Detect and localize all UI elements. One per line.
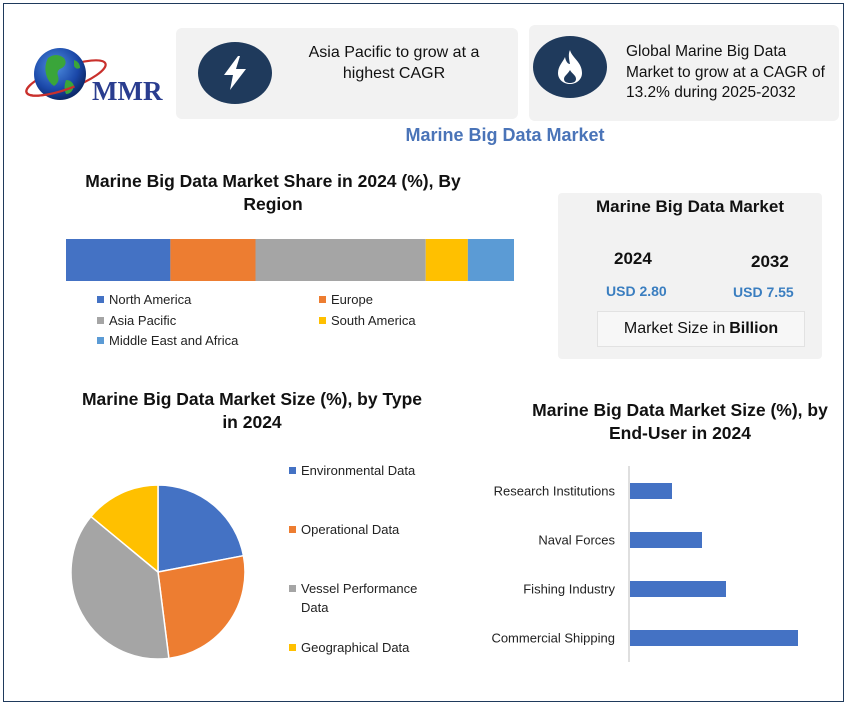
category-label-fishing-industry: Fishing Industry: [523, 582, 615, 597]
region-legend-item: South America: [319, 311, 416, 330]
region-segment-south-america: [425, 239, 468, 281]
legend-label: Operational Data: [301, 522, 400, 537]
legend-label: Europe: [331, 292, 373, 307]
legend-swatch: [289, 467, 296, 474]
market-size-label: Market Size in: [623, 320, 726, 337]
highlight-badge: [533, 36, 607, 98]
logo-text: MMR: [92, 76, 163, 106]
year-2032-label: 2032: [751, 252, 789, 271]
legend-label: South America: [331, 313, 416, 328]
category-label-commercial-shipping: Commercial Shipping: [491, 631, 615, 646]
flame-icon: [558, 50, 582, 84]
category-label-naval-forces: Naval Forces: [538, 533, 615, 548]
highlight-badge: [198, 42, 272, 104]
region-segment-asia-pacific: [255, 239, 426, 281]
market-summary-panel: Marine Big Data Market 2024 2032 USD 2.8…: [558, 193, 822, 359]
end-user-bar-chart: Research Institutions Naval Forces Fishing…: [491, 466, 798, 662]
legend-swatch: [289, 526, 296, 533]
value-2024: USD 2.80: [606, 283, 667, 299]
market-size-unit: Billion: [729, 320, 779, 337]
end-user-bar-fishing-industry: [630, 581, 726, 597]
infographic-frame: [3, 3, 844, 702]
legend-swatch: [289, 585, 296, 592]
market-summary-title: Marine Big Data Market: [596, 197, 784, 216]
mmr-logo: MMR: [22, 36, 162, 116]
page-title: Marine Big Data Market: [405, 125, 605, 145]
region-legend-item: Asia Pacific: [97, 311, 176, 330]
lightning-icon: [224, 56, 246, 90]
highlight-card-asia-pacific: Asia Pacific to grow at a highest CAGR: [176, 28, 518, 119]
legend-swatch: [97, 296, 104, 303]
highlight-text: Asia Pacific to grow at a highest CAGR: [308, 44, 480, 82]
type-legend-item: Operational Data: [289, 520, 429, 539]
type-pie-chart: [70, 484, 246, 660]
type-chart-title: Marine Big Data Market Size (%), by Type…: [81, 389, 423, 432]
legend-swatch: [97, 337, 104, 344]
pie-slice-geographical-data: [89, 484, 159, 574]
region-stacked-bar-chart: [66, 239, 514, 281]
type-legend-item: Geographical Data: [289, 638, 429, 657]
region-chart-title: Marine Big Data Market Share in 2024 (%)…: [85, 171, 461, 214]
region-segment-europe: [170, 239, 256, 281]
region-segment-middle-east-and-africa: [467, 239, 514, 281]
legend-swatch: [289, 644, 296, 651]
market-size-unit-box: Market Size in Billion: [597, 311, 805, 347]
pie-slice-operational-data: [157, 554, 246, 660]
region-legend-item: Europe: [319, 290, 373, 309]
legend-label: Middle East and Africa: [109, 333, 239, 348]
legend-swatch: [97, 317, 104, 324]
legend-label: Environmental Data: [301, 463, 416, 478]
legend-label: Geographical Data: [301, 640, 410, 655]
legend-swatch: [319, 296, 326, 303]
highlight-text: Global Marine Big Data Market to grow at…: [626, 43, 825, 101]
end-user-chart-title: Marine Big Data Market Size (%), by End-…: [532, 400, 828, 443]
end-user-bar-commercial-shipping: [630, 630, 798, 646]
region-segment-north-america: [66, 239, 171, 281]
type-legend-item: Environmental Data: [289, 461, 429, 480]
end-user-bar-naval-forces: [630, 532, 702, 548]
end-user-bar-research-institutions: [630, 483, 672, 499]
value-2032: USD 7.55: [733, 284, 794, 300]
pie-slice-environmental-data: [157, 484, 245, 573]
category-label-research-institutions: Research Institutions: [494, 484, 616, 499]
highlight-card-cagr: Global Marine Big Data Market to grow at…: [529, 25, 839, 121]
year-2024-label: 2024: [614, 249, 652, 268]
legend-label: Vessel Performance Data: [301, 581, 418, 615]
region-legend-item: North America: [97, 290, 191, 309]
type-legend-item: Vessel Performance Data: [289, 579, 429, 617]
pie-slice-vessel-performance-data: [70, 515, 170, 660]
legend-swatch: [319, 317, 326, 324]
region-legend-item: Middle East and Africa: [97, 331, 238, 350]
legend-label: Asia Pacific: [109, 313, 177, 328]
legend-label: North America: [109, 292, 192, 307]
globe-icon: [25, 48, 107, 100]
